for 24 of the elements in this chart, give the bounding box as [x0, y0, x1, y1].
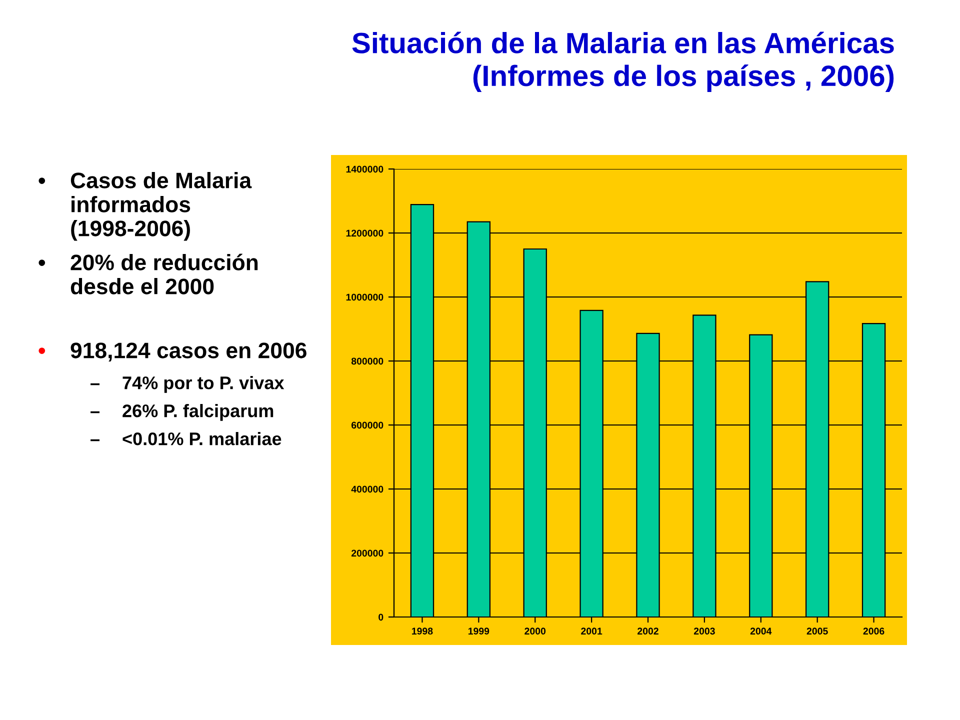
x-tick-label: 2005 [806, 628, 828, 635]
y-tick-label: 800000 [351, 358, 384, 365]
text: – 74% por to P. vivax [90, 376, 284, 393]
text: – 26% P. falciparum [90, 404, 274, 421]
text: • 918,124 casos en 2006 [38, 342, 306, 362]
x-tick-label: 2003 [694, 628, 715, 635]
x-tick-label: 2002 [638, 628, 658, 635]
chart-title: Situación de la Malaria en las Américas (Informes de los países , 2006) [352, 32, 894, 92]
y-tick-label: 600000 [352, 422, 384, 429]
text: • Casos de Malaria informados (1998-2006) [38, 172, 252, 241]
x-tick-label: 1999 [468, 628, 490, 635]
x-tick-label: 2006 [863, 628, 884, 635]
y-tick-label: 1400000 [346, 166, 384, 173]
x-tick-label: 2000 [524, 628, 546, 635]
text: • 20% de reducción desde el 2000 [38, 254, 258, 294]
y-tick-label: 400000 [351, 486, 384, 493]
text: – <0.01% P. malariae [90, 432, 282, 446]
x-tick-label: 1998 [412, 628, 433, 635]
y-tick-label: 200000 [351, 550, 384, 557]
y-tick-label: 1200000 [346, 230, 384, 237]
x-tick-label: 2001 [581, 628, 602, 635]
x-tick-label: 2004 [750, 628, 772, 635]
y-tick-label: 1000000 [346, 294, 384, 301]
y-tick-label: 0 [378, 614, 384, 621]
